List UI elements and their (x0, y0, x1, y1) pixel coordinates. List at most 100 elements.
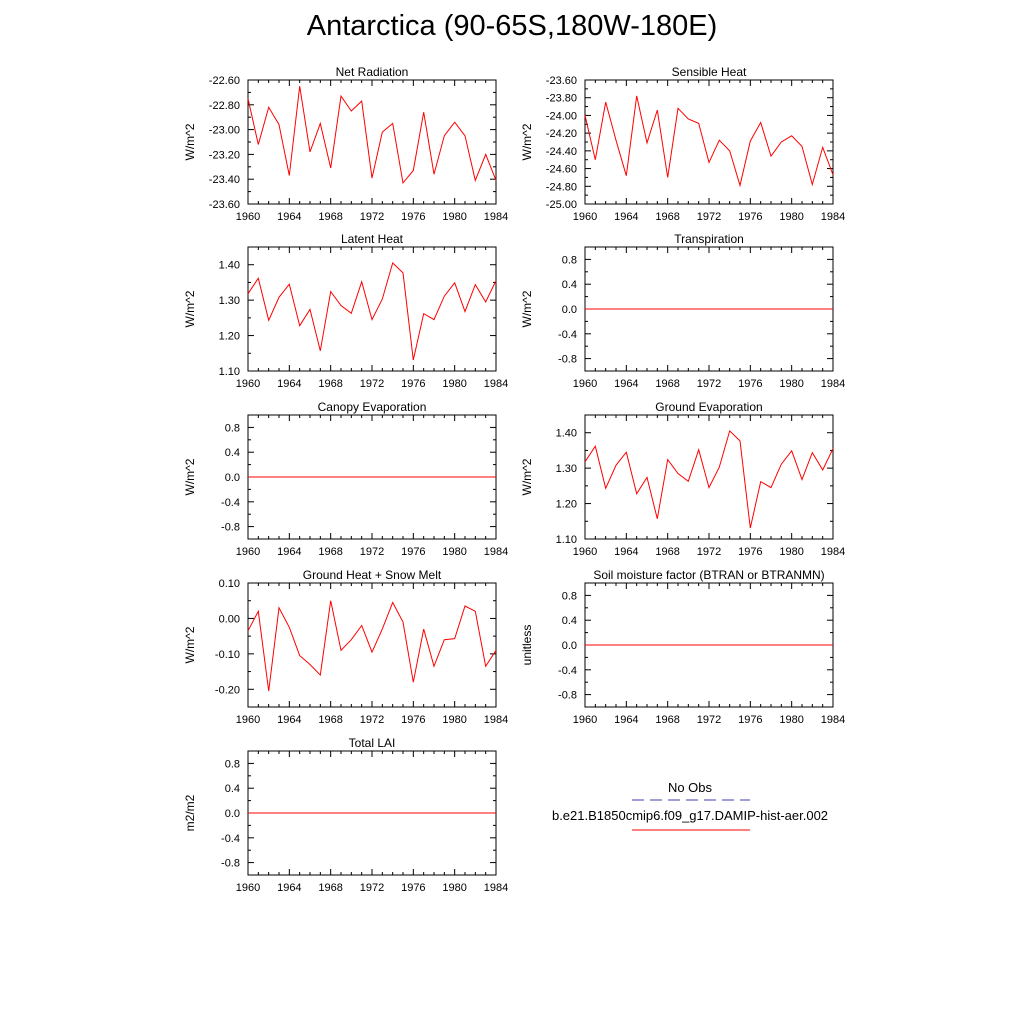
panel-title: Net Radiation (336, 65, 409, 79)
y-tick-label: -0.4 (221, 497, 240, 509)
legend: No Obs b.e21.B1850cmip6.f09_g17.DAMIP-hi… (552, 780, 828, 831)
y-tick-label: -0.8 (221, 858, 240, 870)
x-tick-label: 1976 (738, 378, 762, 390)
x-tick-label: 1968 (655, 378, 679, 390)
x-tick-label: 1984 (821, 378, 845, 390)
x-tick-label: 1964 (277, 714, 301, 726)
x-tick-label: 1972 (360, 378, 384, 390)
x-tick-label: 1972 (360, 211, 384, 223)
x-tick-label: 1960 (236, 211, 260, 223)
x-tick-label: 1984 (484, 546, 508, 558)
y-axis-label: W/m^2 (183, 290, 197, 327)
series-line (584, 95, 834, 188)
x-tick-label: 1972 (697, 378, 721, 390)
plot-frame (584, 79, 834, 205)
x-tick-label: 1968 (318, 211, 342, 223)
x-tick-label: 1968 (318, 882, 342, 894)
y-tick-label: 0.4 (225, 447, 240, 459)
legend-model-label: b.e21.B1850cmip6.f09_g17.DAMIP-hist-aer.… (552, 808, 828, 823)
x-tick-label: 1964 (277, 211, 301, 223)
panel-title: Soil moisture factor (BTRAN or BTRANMN) (593, 568, 824, 582)
y-tick-label: 1.30 (556, 463, 577, 475)
y-tick-label: -23.40 (209, 174, 240, 186)
y-tick-label: -0.8 (221, 522, 240, 534)
x-tick-label: 1984 (484, 714, 508, 726)
x-tick-label: 1972 (360, 714, 384, 726)
x-tick-label: 1972 (697, 546, 721, 558)
plot-frame (247, 79, 497, 205)
y-tick-label: 0.4 (562, 279, 577, 291)
x-tick-label: 1980 (442, 714, 466, 726)
y-axis-label: W/m^2 (183, 123, 197, 160)
y-axis-label: W/m^2 (183, 626, 197, 663)
y-tick-label: 0.0 (225, 472, 240, 484)
panel-title: Sensible Heat (672, 65, 747, 79)
y-tick-label: -24.40 (546, 146, 577, 158)
x-tick-label: 1976 (401, 546, 425, 558)
x-tick-label: 1964 (614, 211, 638, 223)
y-axis-label: m2/m2 (183, 794, 197, 831)
y-tick-label: 0.8 (225, 422, 240, 434)
x-tick-label: 1984 (821, 211, 845, 223)
x-tick-label: 1968 (655, 546, 679, 558)
x-tick-label: 1976 (401, 714, 425, 726)
x-tick-label: 1984 (821, 546, 845, 558)
panel: Ground Heat + Snow Melt W/m^2 1960 1964 1968… (183, 568, 508, 726)
panel: Canopy Evaporation W/m^2 1960 1964 1968 1972 1… (183, 400, 508, 558)
y-tick-label: -24.20 (546, 128, 577, 140)
x-tick-label: 1960 (236, 714, 260, 726)
x-tick-label: 1960 (573, 211, 597, 223)
y-tick-label: -0.4 (558, 665, 577, 677)
x-tick-label: 1964 (614, 546, 638, 558)
y-tick-label: -22.80 (209, 100, 240, 112)
page-title: Antarctica (90-65S,180W-180E) (306, 10, 718, 42)
x-tick-label: 1980 (442, 546, 466, 558)
y-tick-label: 0.0 (562, 640, 577, 652)
y-tick-label: 1.20 (219, 331, 240, 343)
x-tick-label: 1968 (318, 378, 342, 390)
x-tick-label: 1984 (484, 211, 508, 223)
x-tick-label: 1964 (277, 378, 301, 390)
x-tick-label: 1984 (484, 378, 508, 390)
y-tick-label: -0.20 (215, 684, 240, 696)
x-tick-label: 1976 (401, 211, 425, 223)
x-tick-label: 1964 (277, 546, 301, 558)
panel-title: Latent Heat (341, 232, 404, 246)
x-tick-label: 1964 (277, 882, 301, 894)
y-tick-label: -24.60 (546, 164, 577, 176)
x-tick-label: 1972 (360, 546, 384, 558)
y-tick-label: 0.4 (225, 783, 240, 795)
x-tick-label: 1964 (614, 714, 638, 726)
series-line (584, 429, 834, 529)
y-tick-label: -0.4 (558, 329, 577, 341)
plot-frame (247, 582, 497, 708)
y-tick-label: 0.0 (562, 304, 577, 316)
series-line (247, 261, 497, 361)
x-tick-label: 1980 (779, 378, 803, 390)
x-tick-label: 1980 (779, 211, 803, 223)
y-tick-label: 0.0 (225, 808, 240, 820)
y-tick-label: 0.10 (219, 578, 240, 590)
y-axis-label: unitless (520, 625, 534, 666)
panel: Soil moisture factor (BTRAN or BTRANMN) u… (520, 568, 845, 726)
x-tick-label: 1960 (573, 714, 597, 726)
panel: Latent Heat W/m^2 1960 1964 1968 1972 1976 1980… (183, 232, 508, 390)
x-tick-label: 1968 (655, 714, 679, 726)
x-tick-label: 1960 (236, 378, 260, 390)
y-tick-label: -0.8 (558, 354, 577, 366)
x-tick-label: 1976 (738, 211, 762, 223)
y-tick-label: -23.80 (546, 93, 577, 105)
y-axis-label: W/m^2 (520, 123, 534, 160)
panel: Ground Evaporation W/m^2 1960 1964 1968 1972 1… (520, 400, 845, 558)
y-tick-label: 0.00 (219, 613, 240, 625)
y-tick-label: 1.10 (219, 366, 240, 378)
x-tick-label: 1968 (318, 546, 342, 558)
panel-title: Canopy Evaporation (318, 400, 427, 414)
x-tick-label: 1976 (738, 714, 762, 726)
panel: Total LAI m2/m2 1960 1964 1968 1972 1976 1980 19… (183, 736, 508, 894)
x-tick-label: 1976 (738, 546, 762, 558)
plot-frame (247, 246, 497, 372)
panel: Net Radiation W/m^2 1960 1964 1968 1972 1976 19… (183, 65, 508, 223)
y-tick-label: 1.10 (556, 534, 577, 546)
